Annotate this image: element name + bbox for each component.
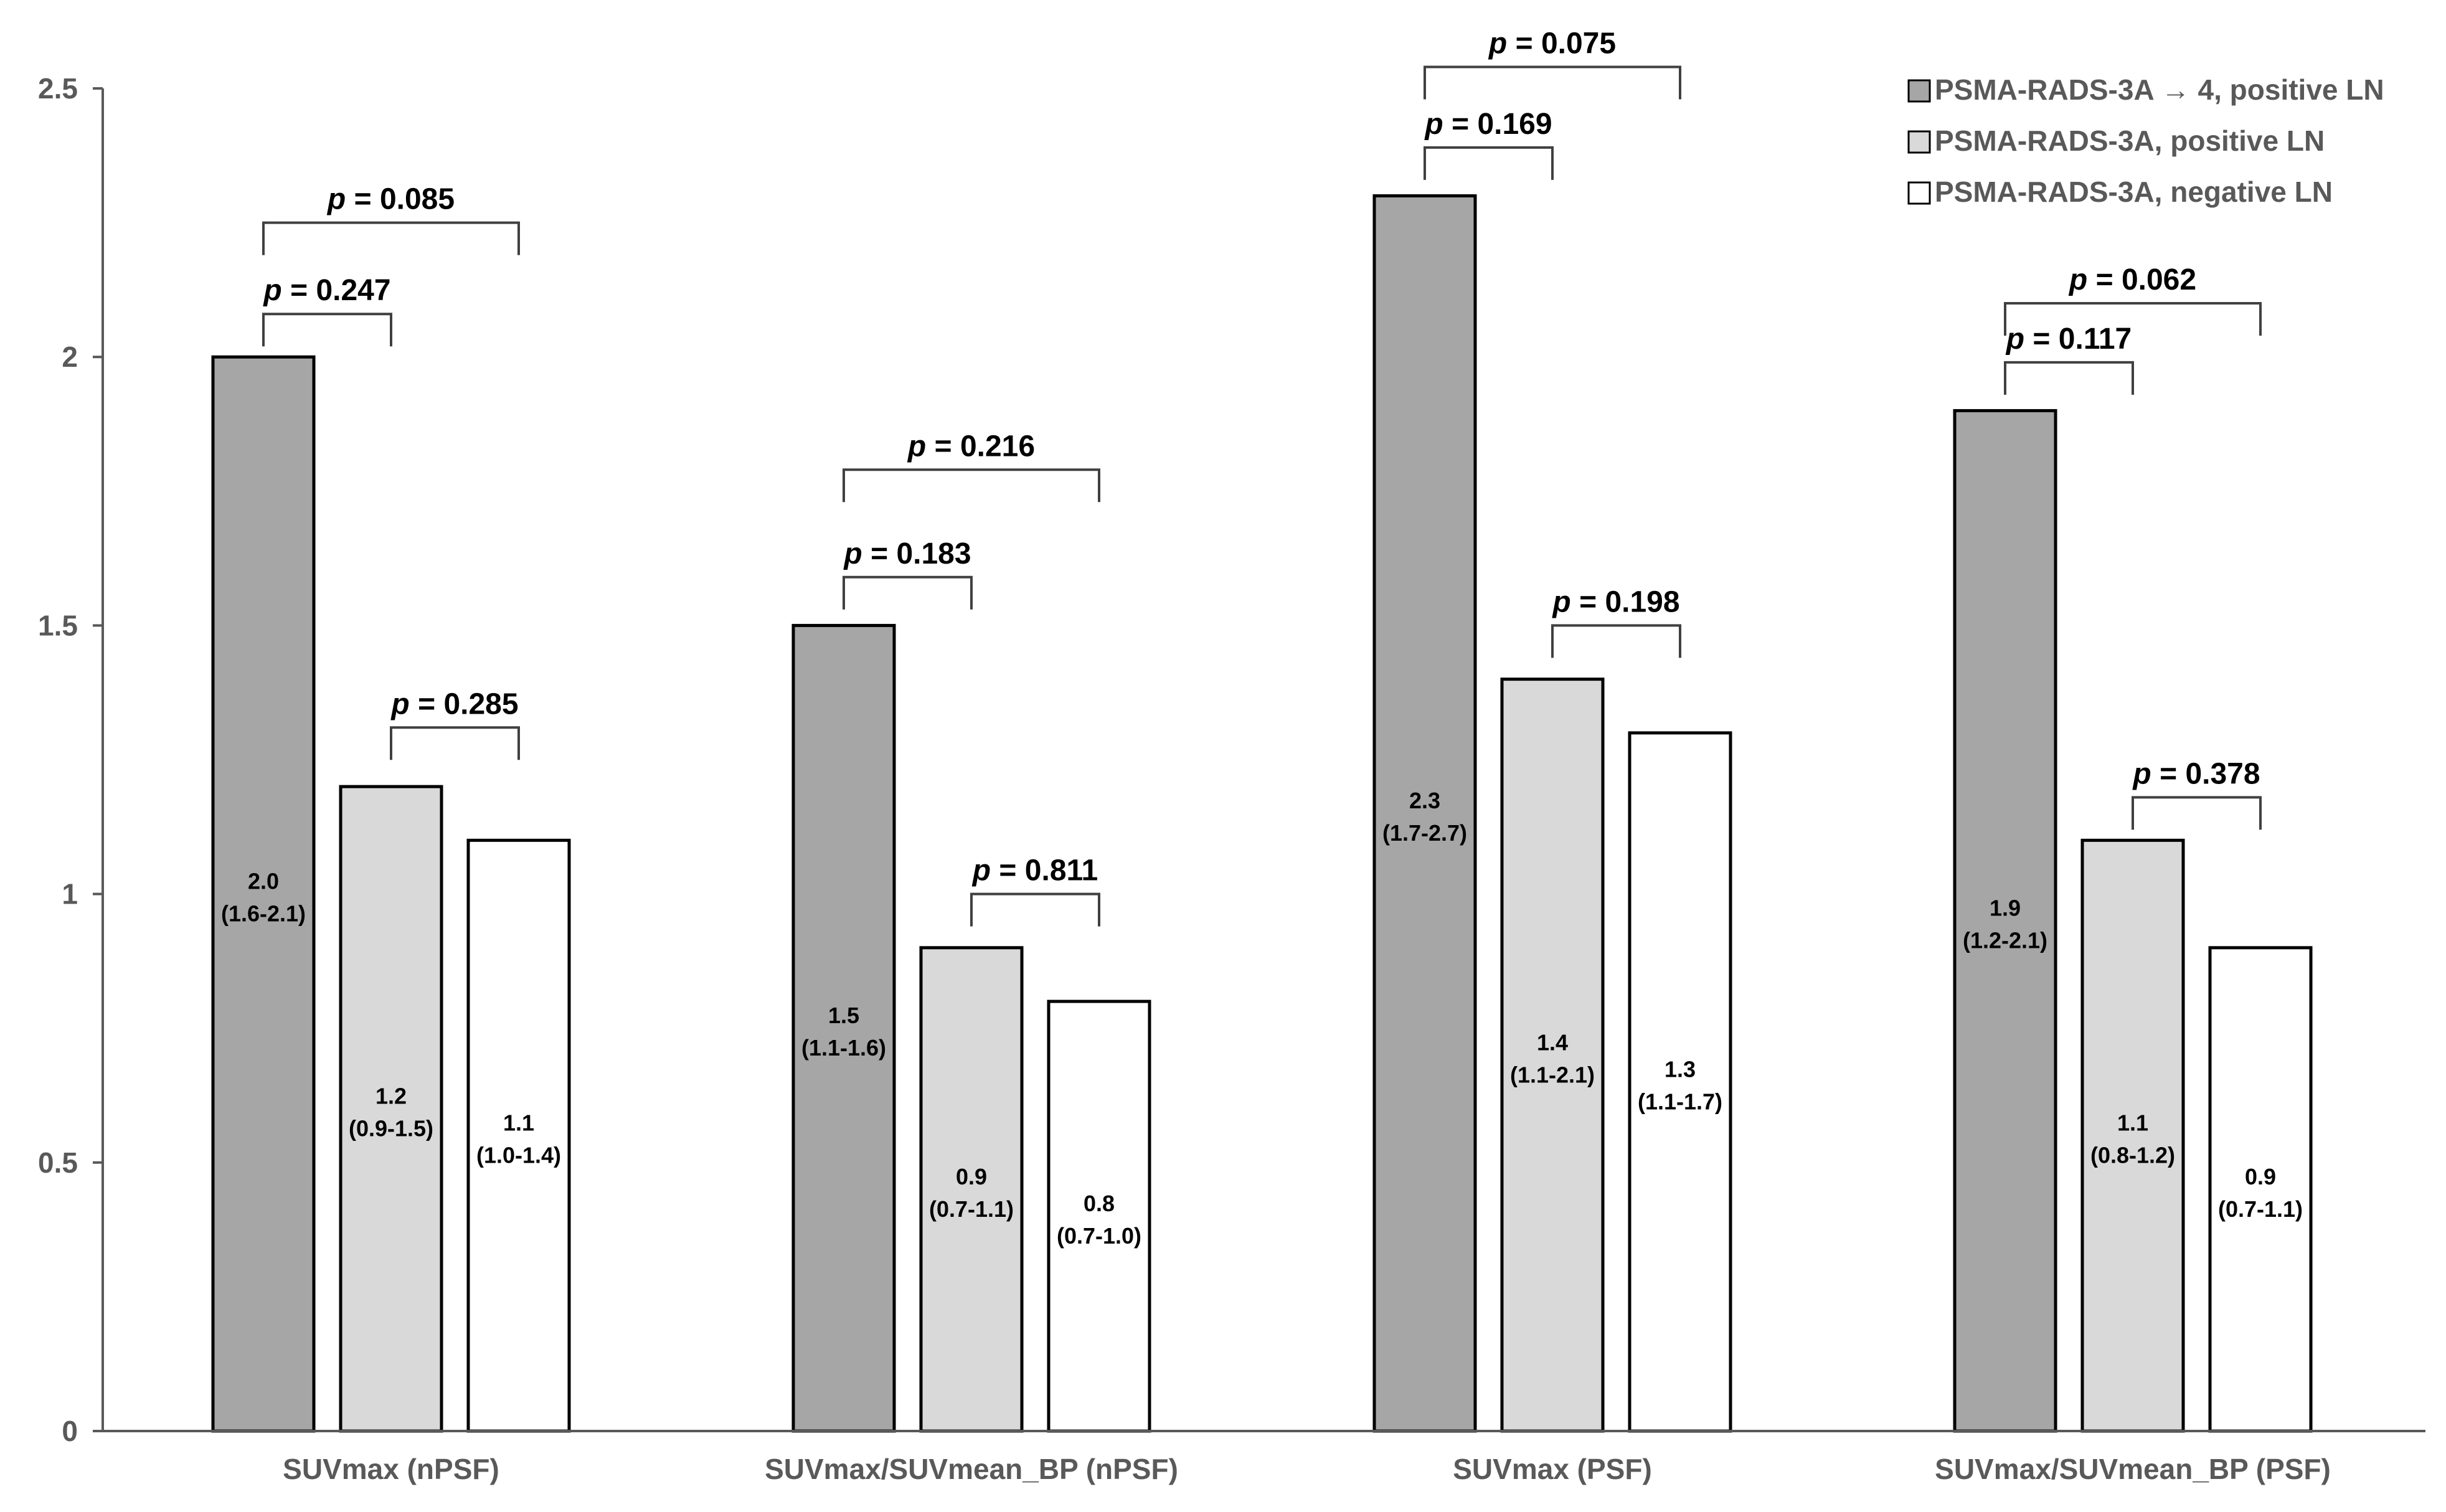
- bar-value-label: 1.4: [1537, 1029, 1568, 1055]
- significance-bracket: [2004, 301, 2262, 336]
- bar-range-label: (0.7-1.0): [1057, 1223, 1141, 1249]
- p-value-label: p = 0.062: [2068, 263, 2196, 296]
- significance-brackets: p = 0.247 p = 0.085 p = 0.285 p = 0.183 p = …: [262, 27, 2262, 927]
- bar: [919, 946, 1024, 1433]
- bar-value-label: 0.9: [956, 1164, 987, 1189]
- legend-label: PSMA-RADS-3A, negative LN: [1935, 176, 2333, 208]
- legend-label: PSMA-RADS-3A, positive LN: [1935, 125, 2325, 157]
- y-tick-label: 0: [62, 1415, 78, 1447]
- p-value-label: p = 0.117: [2005, 323, 2132, 356]
- significance-bracket: [2132, 796, 2262, 830]
- legend-swatch: [1907, 79, 1931, 103]
- x-tick-label: SUVmax/SUVmean_BP (PSF): [1935, 1453, 2331, 1485]
- bar-range-label: (1.0-1.4): [476, 1143, 561, 1168]
- bar-value-label: 1.3: [1665, 1056, 1696, 1082]
- legend-swatch: [1907, 130, 1931, 154]
- bar-value-label: 1.9: [1990, 895, 2021, 921]
- bar-range-label: (0.7-1.1): [929, 1196, 1014, 1222]
- x-axis: SUVmax (nPSF) SUVmax/SUVmean_BP (nPSF) SUV…: [103, 1430, 2425, 1485]
- y-tick-label: 1: [62, 878, 78, 910]
- bar: [791, 623, 896, 1433]
- bar-range-label: (1.1-2.1): [1510, 1062, 1595, 1087]
- bar-range-label: (1.1-1.7): [1638, 1089, 1722, 1114]
- x-tick-label: SUVmax (nPSF): [283, 1453, 499, 1485]
- significance-bracket: [843, 468, 1100, 503]
- legend-label: PSMA-RADS-3A → 4, positive LN: [1935, 73, 2384, 106]
- significance-bracket: [970, 892, 1100, 927]
- p-value-label: p = 0.198: [1551, 585, 1679, 618]
- p-value-label: p = 0.169: [1424, 108, 1552, 141]
- bar: [1500, 678, 1605, 1433]
- significance-bracket: [843, 575, 973, 610]
- bar-range-label: (1.7-2.7): [1382, 820, 1467, 846]
- p-value-label: p = 0.183: [843, 537, 971, 570]
- legend-swatch: [1907, 181, 1931, 205]
- bar-range-label: (0.8-1.2): [2090, 1143, 2175, 1168]
- bar-value-label: 0.9: [2245, 1164, 2276, 1189]
- legend: PSMA-RADS-3A → 4, positive LN PSMA-RADS-3…: [1907, 73, 2384, 208]
- significance-bracket: [262, 221, 520, 255]
- bar-range-label: (1.2-2.1): [1963, 928, 2047, 953]
- p-value-label: p = 0.811: [971, 854, 1098, 887]
- bars: 2.0 (1.6-2.1) 1.5 (1.1-1.6) 2.3 (1.7-2.7) 1.9 (…: [211, 194, 2313, 1433]
- bar: [2080, 838, 2185, 1433]
- bar: [339, 785, 443, 1433]
- bar-value-label: 2.3: [1409, 788, 1440, 813]
- p-value-label: p = 0.378: [2132, 757, 2260, 790]
- bar-range-label: (0.9-1.5): [349, 1116, 433, 1141]
- p-value-label: p = 0.216: [907, 430, 1035, 463]
- p-value-label: p = 0.085: [326, 183, 455, 216]
- bar-value-label: 1.1: [2117, 1110, 2148, 1136]
- y-tick-label: 0.5: [38, 1146, 78, 1179]
- p-value-label: p = 0.247: [262, 274, 390, 307]
- y-tick-label: 2: [62, 341, 78, 373]
- bar: [2208, 946, 2313, 1433]
- bar: [1372, 194, 1477, 1433]
- bar: [1047, 999, 1151, 1433]
- y-tick-label: 1.5: [38, 609, 78, 641]
- bar-value-label: 0.8: [1084, 1191, 1115, 1216]
- bar-value-label: 1.1: [503, 1110, 534, 1136]
- bar-range-label: (1.6-2.1): [221, 901, 306, 927]
- y-tick-label: 2.5: [38, 72, 78, 105]
- bar-value-label: 1.5: [828, 1003, 859, 1028]
- p-value-label: p = 0.285: [390, 687, 518, 721]
- significance-bracket: [1424, 65, 1681, 100]
- significance-bracket: [262, 313, 392, 347]
- bar-range-label: (1.1-1.6): [801, 1035, 886, 1061]
- bar: [1628, 731, 1732, 1433]
- significance-bracket: [1551, 624, 1681, 658]
- x-tick-label: SUVmax (PSF): [1453, 1453, 1652, 1485]
- bar-value-label: 2.0: [248, 869, 279, 894]
- significance-bracket: [390, 726, 520, 760]
- x-tick-label: SUVmax/SUVmean_BP (nPSF): [765, 1453, 1178, 1485]
- significance-bracket: [2004, 361, 2134, 395]
- bar-range-label: (0.7-1.1): [2218, 1196, 2303, 1222]
- bar: [1953, 409, 2057, 1433]
- p-value-label: p = 0.075: [1488, 27, 1616, 60]
- bar-value-label: 1.2: [375, 1084, 407, 1109]
- significance-bracket: [1424, 146, 1554, 180]
- y-axis: 0 0.5 1 1.5 2 2.5: [38, 72, 104, 1447]
